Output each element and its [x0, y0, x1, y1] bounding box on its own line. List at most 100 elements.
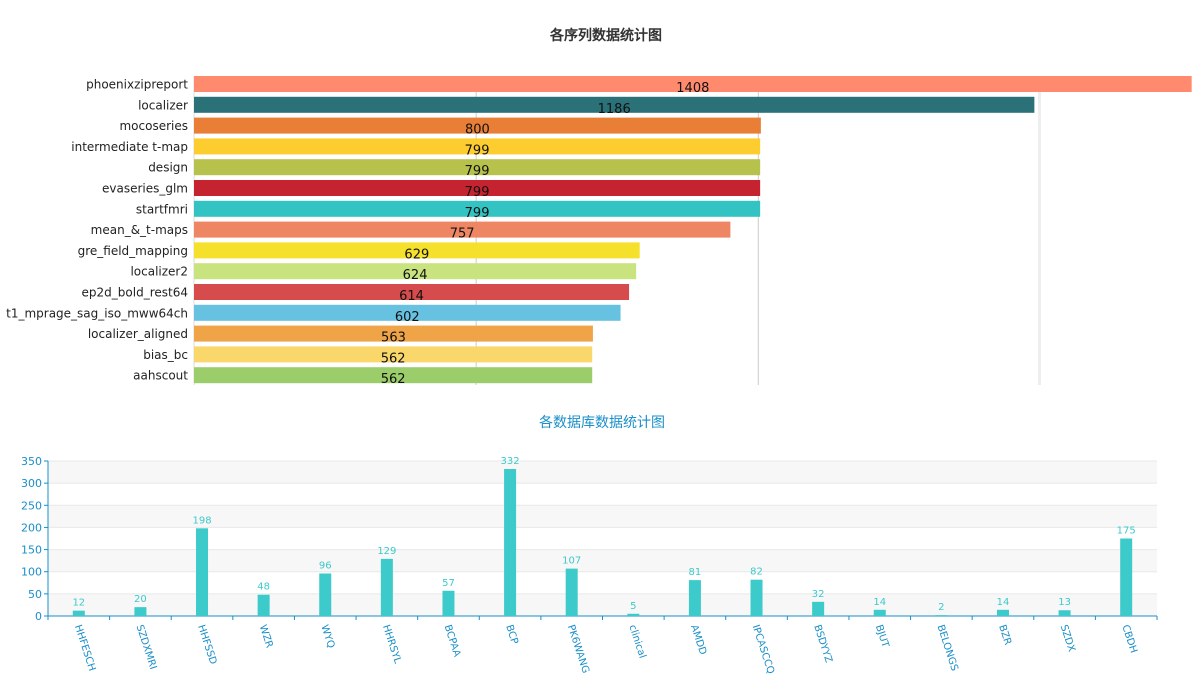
- bar-7: [194, 221, 731, 238]
- bar-1: [134, 607, 147, 616]
- grid-band: [48, 461, 1157, 484]
- value-label: 799: [465, 143, 490, 158]
- x-tick-label: SZDX: [1058, 624, 1077, 654]
- bar-17: [1120, 538, 1133, 616]
- value-label: 2: [938, 602, 944, 613]
- bar-3: [257, 594, 270, 616]
- category-label: intermediate t-map: [71, 140, 188, 154]
- category-label: startfmri: [136, 202, 188, 216]
- database-bar-chart: 各数据库数据统计图 0 50 100 150 200 250 300 350 12 HHFESCH 2…: [21, 415, 1158, 676]
- value-label: 129: [377, 546, 396, 557]
- bar-13: [873, 609, 886, 616]
- value-label: 562: [381, 351, 406, 366]
- x-tick-label: WYQ: [318, 624, 336, 650]
- y-tick-label: 100: [21, 566, 42, 579]
- value-label: 14: [997, 597, 1010, 608]
- sequence-bar-chart: 各序列数据统计图 phoenixzipreport 1408 localizer 118…: [6, 27, 1192, 387]
- category-label: phoenixzipreport: [86, 78, 188, 92]
- value-label: 799: [465, 164, 490, 179]
- y-tick-label: 350: [21, 455, 42, 468]
- value-label: 81: [689, 567, 702, 578]
- bar-4: [194, 159, 761, 176]
- value-label: 799: [465, 206, 490, 221]
- category-label: localizer2: [130, 265, 188, 279]
- chart-title: 各序列数据统计图: [549, 27, 662, 44]
- bar-12: [194, 325, 593, 342]
- bar-14: [935, 615, 948, 616]
- category-label: localizer: [138, 98, 188, 112]
- value-label: 57: [442, 578, 455, 589]
- x-tick-label: BELONGS: [935, 624, 960, 673]
- bar-6: [194, 200, 761, 217]
- value-label: 563: [381, 331, 406, 346]
- y-tick-label: 250: [21, 499, 42, 512]
- value-label: 32: [812, 589, 825, 600]
- bar-11: [194, 304, 621, 321]
- category-label: ep2d_bold_rest64: [82, 286, 188, 300]
- bar-12: [812, 601, 825, 616]
- value-label: 799: [465, 185, 490, 200]
- x-tick-label: BZR: [996, 624, 1013, 647]
- bar-1: [194, 96, 1035, 113]
- x-tick-label: BCPAA: [442, 624, 463, 659]
- value-label: 332: [501, 456, 520, 467]
- bar-5: [380, 558, 393, 616]
- y-tick-label: 150: [21, 544, 42, 557]
- bar-14: [194, 367, 593, 384]
- bar-4: [319, 573, 332, 616]
- bar-9: [194, 263, 637, 280]
- category-label: mocoseries: [119, 119, 188, 133]
- value-label: 14: [873, 597, 886, 608]
- value-label: 13: [1058, 597, 1071, 608]
- y-tick-label: 50: [28, 588, 42, 601]
- value-label: 96: [319, 560, 332, 571]
- value-label: 629: [404, 247, 429, 262]
- x-tick-label: CBDH: [1119, 624, 1138, 655]
- x-tick-label: BSDYYZ: [811, 624, 834, 665]
- bar-9: [627, 613, 640, 616]
- x-tick-label: IPCASCCQ: [750, 624, 776, 676]
- x-tick-label: BJUT: [873, 624, 891, 650]
- value-label: 562: [381, 372, 406, 387]
- bar-11: [750, 579, 763, 616]
- category-label: evaseries_glm: [102, 182, 188, 196]
- category-label: mean_&_t-maps: [91, 223, 188, 237]
- bar-10: [194, 284, 630, 300]
- chart-title: 各数据库数据统计图: [539, 415, 665, 431]
- grid-band: [48, 593, 1157, 616]
- bar-2: [196, 528, 209, 616]
- bar-16: [1058, 610, 1071, 616]
- bar-6: [442, 590, 455, 616]
- x-tick-label: PK6WANG: [565, 624, 591, 675]
- x-tick-label: HHFESCH: [72, 624, 97, 673]
- bar-5: [194, 180, 761, 196]
- grid-band: [48, 549, 1157, 572]
- x-tick-label: AMDD: [688, 624, 708, 657]
- bar-8: [565, 568, 578, 616]
- bar-2: [194, 117, 761, 134]
- bar-8: [194, 242, 640, 259]
- grid-band: [48, 505, 1157, 528]
- category-label: design: [148, 161, 188, 175]
- category-label: bias_bc: [143, 348, 188, 362]
- grid-band: [1038, 76, 1041, 385]
- value-label: 757: [450, 227, 475, 242]
- bar-13: [194, 346, 593, 363]
- x-tick-label: HHFSSD: [195, 624, 218, 667]
- category-label: aahscout: [133, 369, 188, 383]
- category-label: gre_field_mapping: [78, 244, 188, 258]
- value-label: 800: [465, 123, 490, 138]
- value-label: 107: [562, 556, 581, 567]
- bar-0: [72, 610, 85, 616]
- value-label: 602: [395, 310, 420, 325]
- bar-0: [194, 76, 1192, 92]
- y-tick-label: 200: [21, 521, 42, 534]
- bar-3: [194, 138, 761, 155]
- value-label: 614: [399, 289, 424, 304]
- value-label: 20: [134, 594, 147, 605]
- bar-10: [688, 580, 701, 616]
- bar-15: [996, 609, 1009, 616]
- x-tick-label: WZR: [257, 624, 275, 650]
- y-tick-label: 300: [21, 477, 42, 490]
- category-label: localizer_aligned: [88, 327, 188, 341]
